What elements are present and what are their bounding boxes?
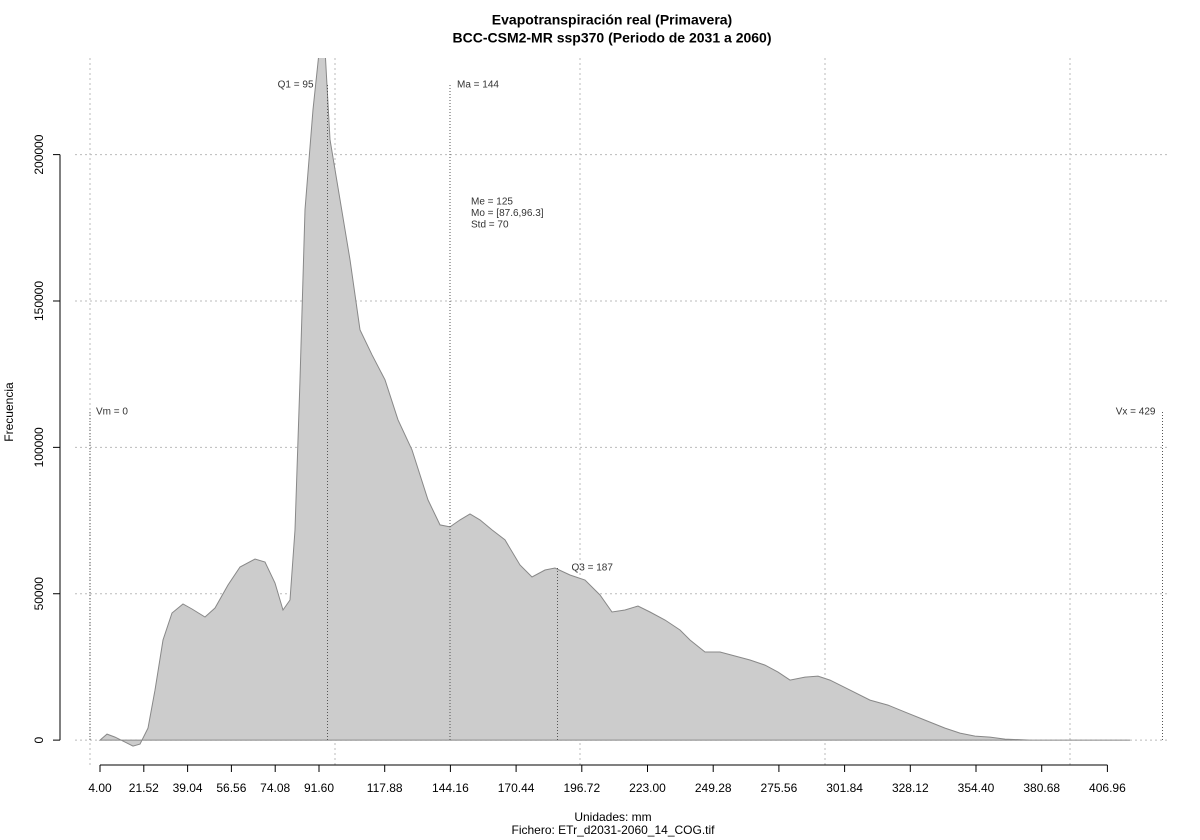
chart-subtitle: BCC-CSM2-MR ssp370 (Periodo de 2031 a 20… [453, 30, 772, 46]
caption: Fichero: ETr_d2031-2060_14_COG.tif [512, 823, 716, 837]
chart-title: Evapotranspiración real (Primavera) [492, 12, 732, 28]
x-tick-label: 117.88 [367, 781, 403, 795]
x-tick-label: 74.08 [260, 781, 290, 795]
x-tick-label: 196.72 [563, 781, 600, 795]
marker-label: Ma = 144 [457, 80, 499, 91]
x-tick-label: 170.44 [498, 781, 535, 795]
x-tick-label: 4.00 [88, 781, 112, 795]
x-axis-label: Unidades: mm [574, 810, 651, 824]
x-tick-label: 56.56 [216, 781, 246, 795]
y-tick-label: 150000 [32, 281, 46, 321]
y-tick-label: 0 [32, 736, 46, 743]
marker-label: Q3 = 187 [572, 563, 614, 574]
x-tick-label: 380.68 [1023, 781, 1060, 795]
marker-label: Vx = 429 [1116, 407, 1156, 418]
x-tick-label: 144.16 [432, 781, 469, 795]
y-tick-label: 100000 [32, 427, 46, 467]
stat-label: Std = 70 [471, 220, 509, 231]
marker-label: Vm = 0 [96, 407, 128, 418]
stat-label: Me = 125 [471, 197, 513, 208]
x-tick-label: 249.28 [695, 781, 732, 795]
x-tick-label: 21.52 [129, 781, 159, 795]
x-tick-label: 354.40 [958, 781, 995, 795]
x-tick-label: 328.12 [892, 781, 929, 795]
x-tick-label: 39.04 [173, 781, 203, 795]
y-axis-label: Frecuencia [2, 382, 16, 442]
x-tick-label: 275.56 [761, 781, 798, 795]
y-tick-label: 200000 [32, 134, 46, 174]
x-tick-label: 223.00 [629, 781, 666, 795]
x-tick-label: 301.84 [826, 781, 863, 795]
stat-label: Mo = [87.6,96.3] [471, 208, 544, 219]
x-tick-label: 406.96 [1089, 781, 1126, 795]
y-tick-label: 50000 [32, 577, 46, 611]
density-area [98, 58, 1130, 747]
marker-label: Q1 = 95 [278, 80, 314, 91]
x-tick-label: 91.60 [304, 781, 334, 795]
